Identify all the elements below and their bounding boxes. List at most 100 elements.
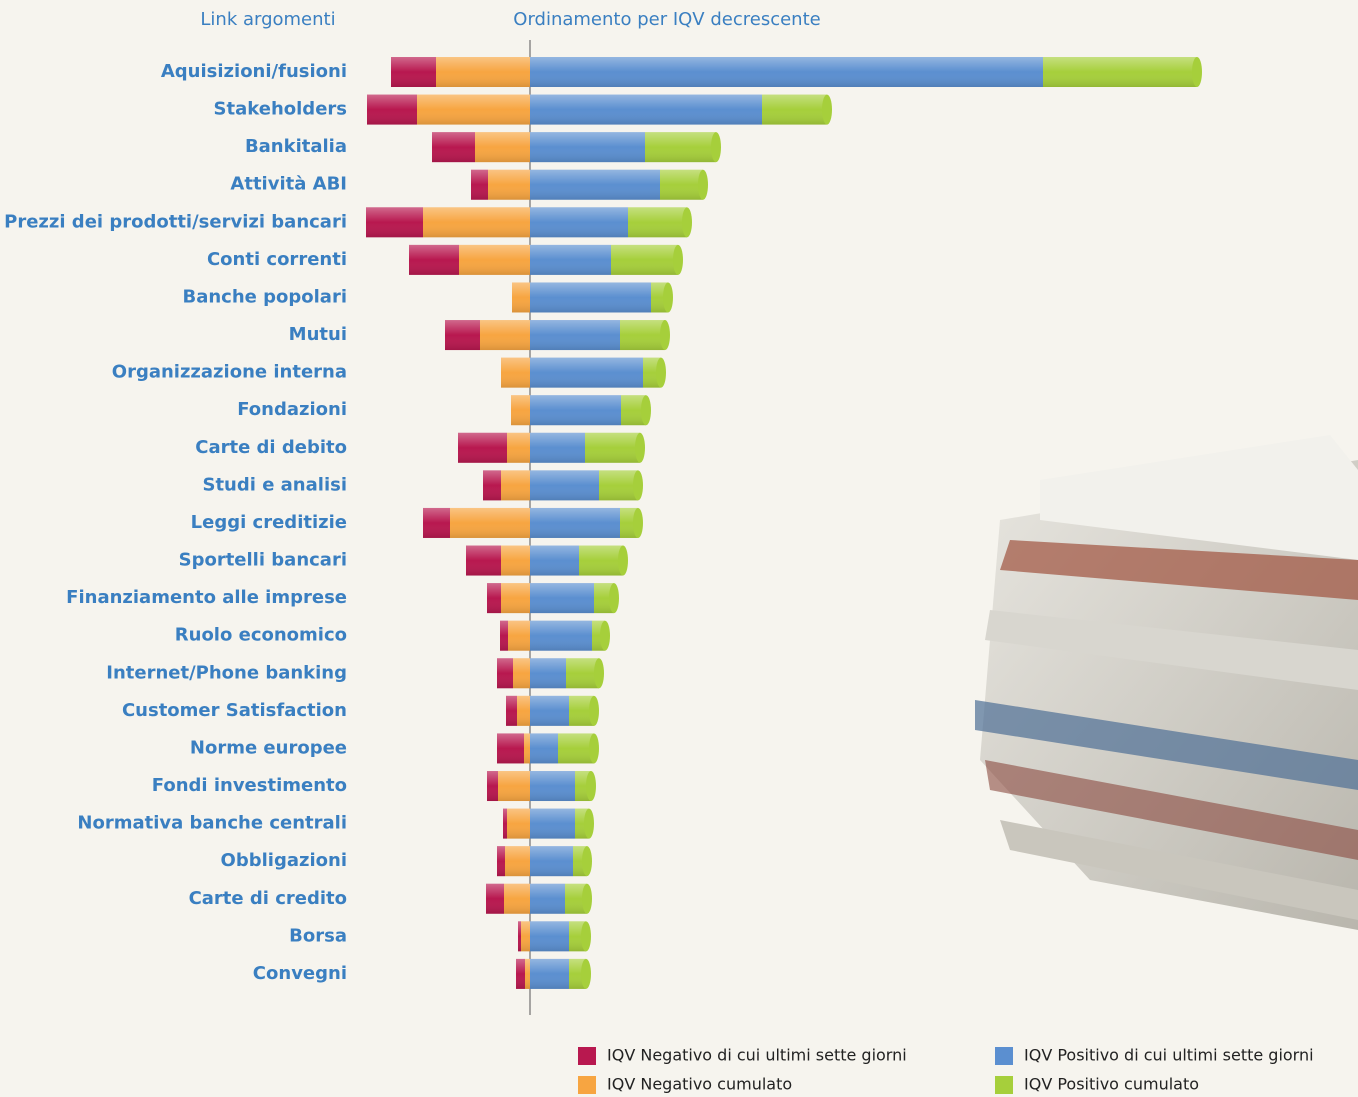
bar-shade: [579, 546, 623, 576]
bar-shade: [501, 583, 530, 613]
bar-shade: [530, 320, 620, 350]
bar-shade: [530, 959, 569, 989]
legend-label: IQV Positivo cumulato: [1024, 1075, 1199, 1094]
category-label: Carte di debito: [195, 437, 347, 458]
bar-shade: [530, 621, 592, 651]
bar-shade: [497, 733, 524, 763]
category-label: Attività ABI: [230, 174, 347, 195]
category-label: Studi e analisi: [202, 474, 347, 495]
chart: Link argomenti Ordinamento per IQV decre…: [0, 0, 1358, 1097]
category-label: Leggi creditizie: [191, 512, 347, 533]
column-header: Link argomenti: [200, 9, 335, 30]
bar-cap: [711, 132, 721, 162]
bar-shade: [458, 433, 507, 463]
bar-shade: [516, 959, 525, 989]
bar-shade: [506, 696, 517, 726]
bar-shade: [512, 282, 530, 312]
bar-shade: [508, 621, 530, 651]
bar-cap: [673, 245, 683, 275]
bar-shade: [498, 771, 530, 801]
bar-shade: [530, 245, 611, 275]
bar-shade: [525, 959, 530, 989]
bar-shade: [1043, 57, 1197, 87]
legend-swatch: [578, 1076, 596, 1094]
bar-shade: [530, 57, 1043, 87]
bar-shade: [507, 809, 530, 839]
category-label: Borsa: [289, 925, 347, 946]
bar-shade: [530, 884, 565, 914]
bar-shade: [511, 395, 530, 425]
bar-shade: [480, 320, 530, 350]
bar-shade: [599, 470, 638, 500]
bar-shade: [530, 583, 594, 613]
bar-shade: [423, 207, 530, 237]
bar-cap: [1192, 57, 1202, 87]
bar-shade: [611, 245, 678, 275]
category-label: Convegni: [253, 963, 347, 984]
bar-cap: [633, 508, 643, 538]
bar-shade: [518, 921, 521, 951]
bar-cap: [586, 771, 596, 801]
bar-cap: [581, 921, 591, 951]
bar-shade: [628, 207, 687, 237]
category-label: Internet/Phone banking: [106, 662, 347, 683]
category-label: Carte di credito: [189, 888, 347, 909]
bar-cap: [581, 959, 591, 989]
bar-shade: [487, 771, 498, 801]
bar-shade: [530, 395, 621, 425]
category-label: Mutui: [289, 324, 347, 345]
bar-shade: [620, 320, 665, 350]
bar-cap: [582, 846, 592, 876]
bar-shade: [530, 733, 558, 763]
category-label: Prezzi dei prodotti/servizi bancari: [4, 211, 347, 232]
bar-shade: [497, 846, 505, 876]
bar-shade: [530, 546, 579, 576]
bar-shade: [483, 470, 501, 500]
bar-shade: [517, 696, 530, 726]
category-label: Normativa banche centrali: [77, 813, 347, 834]
bar-cap: [589, 733, 599, 763]
bar-shade: [466, 546, 501, 576]
bar-shade: [459, 245, 530, 275]
bar-shade: [497, 658, 513, 688]
bar-shade: [432, 132, 475, 162]
bar-cap: [698, 170, 708, 200]
bar-cap: [584, 809, 594, 839]
bar-shade: [530, 846, 573, 876]
legend-label: IQV Negativo di cui ultimi sette giorni: [607, 1046, 907, 1065]
bar-shade: [530, 207, 628, 237]
category-label: Finanziamento alle imprese: [66, 587, 347, 608]
bar-shade: [530, 433, 585, 463]
bar-shade: [558, 733, 594, 763]
bar-shade: [487, 583, 501, 613]
legend-swatch: [995, 1047, 1013, 1065]
bar-cap: [633, 470, 643, 500]
bar-shade: [423, 508, 450, 538]
bar-shade: [504, 884, 530, 914]
bar-shade: [501, 470, 530, 500]
bar-shade: [530, 170, 660, 200]
legend-label: IQV Positivo di cui ultimi sette giorni: [1024, 1046, 1314, 1065]
bar-shade: [471, 170, 488, 200]
bar-shade: [530, 282, 651, 312]
bar-cap: [618, 546, 628, 576]
bar-shade: [445, 320, 480, 350]
bar-cap: [594, 658, 604, 688]
bar-shade: [530, 696, 569, 726]
bar-shade: [530, 358, 643, 388]
bar-shade: [660, 170, 703, 200]
legend-label: IQV Negativo cumulato: [607, 1075, 792, 1094]
category-label: Sportelli bancari: [179, 550, 347, 571]
column-header: Ordinamento per IQV decrescente: [513, 9, 820, 30]
bar-cap: [600, 621, 610, 651]
bar-shade: [500, 621, 508, 651]
bar-shade: [417, 95, 530, 125]
category-label: Norme europee: [190, 737, 347, 758]
bar-shade: [762, 95, 827, 125]
bar-shade: [521, 921, 530, 951]
bar-shade: [645, 132, 716, 162]
category-label: Obbligazioni: [221, 850, 347, 871]
bar-shade: [524, 733, 530, 763]
bar-cap: [641, 395, 651, 425]
bar-cap: [822, 95, 832, 125]
